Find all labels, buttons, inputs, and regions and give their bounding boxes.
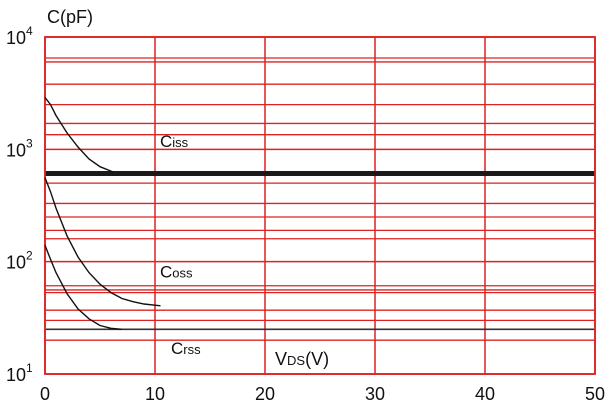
x-tick-label-3: 30 bbox=[365, 384, 385, 404]
y-tick-label-0: 101 bbox=[6, 361, 33, 385]
y-tick-label-1: 102 bbox=[6, 249, 33, 273]
plot-frame bbox=[44, 36, 596, 375]
series-curve-ciss bbox=[44, 96, 114, 173]
label-layer: Ciss Coss Crss 0 10 20 30 40 50 101 102 103 104 C(pF)… bbox=[6, 7, 605, 404]
series-curve-crss bbox=[44, 245, 123, 330]
grid-layer bbox=[44, 36, 596, 375]
series-label-coss: Coss bbox=[160, 263, 193, 282]
x-axis-title: VDS(V) bbox=[275, 349, 329, 369]
y-axis-title: C(pF) bbox=[47, 7, 93, 27]
x-tick-label-4: 40 bbox=[475, 384, 495, 404]
x-tick-label-2: 20 bbox=[255, 384, 275, 404]
series-label-ciss: Ciss bbox=[160, 132, 189, 151]
x-tick-label-5: 50 bbox=[585, 384, 605, 404]
x-tick-label-1: 10 bbox=[145, 384, 165, 404]
x-tick-label-0: 0 bbox=[40, 384, 50, 404]
y-tick-label-2: 103 bbox=[6, 136, 33, 160]
y-tick-label-3: 104 bbox=[6, 24, 33, 48]
plot-border bbox=[44, 36, 596, 375]
series-curve-coss bbox=[44, 177, 161, 307]
series-layer bbox=[44, 96, 161, 330]
series-label-crss: Crss bbox=[171, 339, 201, 358]
